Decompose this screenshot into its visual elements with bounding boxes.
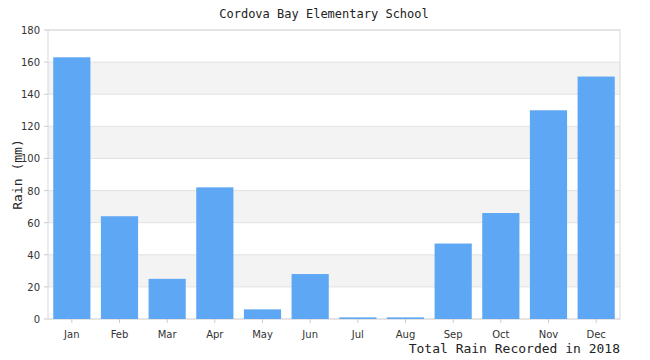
chart-container: 020406080100120140160180JanFebMarAprMayJ… xyxy=(0,0,650,360)
y-tick xyxy=(44,286,48,287)
x-tick xyxy=(357,319,358,323)
y-tick xyxy=(44,62,48,63)
chart-svg: 020406080100120140160180JanFebMarAprMayJ… xyxy=(0,0,650,360)
y-tick xyxy=(44,30,48,31)
x-tick-label: Sep xyxy=(444,329,463,340)
bar xyxy=(387,317,424,319)
y-tick xyxy=(44,158,48,159)
y-tick-label: 20 xyxy=(27,282,40,293)
background xyxy=(0,0,650,360)
x-tick-label: May xyxy=(252,329,273,340)
y-tick-label: 180 xyxy=(21,25,40,36)
title: Cordova Bay Elementary School xyxy=(219,7,429,21)
y-tick xyxy=(44,222,48,223)
bar xyxy=(482,213,519,319)
y-tick xyxy=(44,126,48,127)
x-tick-label: Nov xyxy=(539,329,559,340)
y-tick-label: 160 xyxy=(21,57,40,68)
bar xyxy=(578,77,615,319)
y-tick xyxy=(44,94,48,95)
y-tick-label: 40 xyxy=(27,250,40,261)
bar xyxy=(292,274,329,319)
x-tick-label: Oct xyxy=(492,329,509,340)
bar xyxy=(53,57,90,319)
x-tick-label: Jan xyxy=(63,329,79,340)
bar xyxy=(435,244,472,319)
x-tick xyxy=(214,319,215,323)
x-tick xyxy=(500,319,501,323)
x-tick xyxy=(119,319,120,323)
grid-band xyxy=(48,62,620,94)
x-tick-label: Apr xyxy=(206,329,224,340)
x-tick xyxy=(596,319,597,323)
y-tick-label: 120 xyxy=(21,121,40,132)
x-tick xyxy=(405,319,406,323)
x-tick xyxy=(71,319,72,323)
x-axis-label: Total Rain Recorded in 2018 xyxy=(409,341,620,356)
x-tick-label: Dec xyxy=(586,329,605,340)
x-tick-label: Mar xyxy=(158,329,178,340)
grid-line xyxy=(48,62,620,63)
bars xyxy=(53,57,615,319)
y-tick-label: 60 xyxy=(27,218,40,229)
plot-frame xyxy=(48,30,620,319)
y-tick-label: 80 xyxy=(27,186,40,197)
x-tick xyxy=(262,319,263,323)
x-tick-label: Jul xyxy=(351,329,364,340)
bar xyxy=(149,279,186,319)
bar xyxy=(196,187,233,319)
x-tick xyxy=(167,319,168,323)
y-tick xyxy=(44,319,48,320)
x-tick xyxy=(453,319,454,323)
bar xyxy=(244,309,281,319)
x-tick xyxy=(310,319,311,323)
bar xyxy=(339,317,376,319)
x-tick xyxy=(548,319,549,323)
y-tick-label: 140 xyxy=(21,89,40,100)
bar xyxy=(530,110,567,319)
grid-line xyxy=(48,94,620,95)
x-tick-label: Jun xyxy=(301,329,318,340)
x-tick-label: Aug xyxy=(396,329,416,340)
y-tick-label: 0 xyxy=(34,314,40,325)
bar xyxy=(101,216,138,319)
y-tick xyxy=(44,190,48,191)
y-axis-label: Rain (mm) xyxy=(10,139,25,209)
x-tick-label: Feb xyxy=(111,329,129,340)
y-tick xyxy=(44,254,48,255)
